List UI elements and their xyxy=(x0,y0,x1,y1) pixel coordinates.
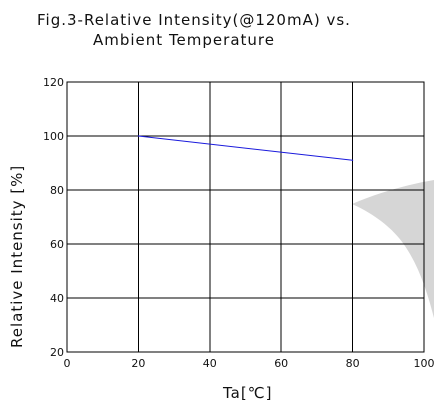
y-tick-labels: 20 40 60 80 100 120 xyxy=(43,76,64,359)
x-tick-label-20: 20 xyxy=(131,357,145,370)
y-tick-label-120: 120 xyxy=(43,76,64,89)
y-tick-label-40: 40 xyxy=(50,292,64,305)
chart-title-line-1: Fig.3-Relative Intensity(@120mA) vs. xyxy=(37,11,351,29)
x-tick-labels: 0 20 40 60 80 100 xyxy=(64,357,434,370)
x-tick-label-0: 0 xyxy=(64,357,71,370)
x-tick-label-60: 60 xyxy=(274,357,288,370)
grid xyxy=(66,81,425,353)
series-line-0 xyxy=(138,135,353,161)
plot-frame xyxy=(66,81,425,353)
y-tick-label-60: 60 xyxy=(50,238,64,251)
chart-title-line-2: Ambient Temperature xyxy=(93,31,275,49)
series-group xyxy=(137,135,354,161)
y-tick-label-80: 80 xyxy=(50,184,64,197)
x-tick-label-80: 80 xyxy=(346,357,360,370)
data-point xyxy=(352,159,354,161)
y-tick-label-20: 20 xyxy=(50,346,64,359)
x-tick-label-100: 100 xyxy=(414,357,434,370)
watermark-logo xyxy=(352,180,434,318)
x-axis-title: Ta[℃] xyxy=(222,384,272,402)
data-point xyxy=(137,135,139,137)
y-tick-label-100: 100 xyxy=(43,130,64,143)
x-tick-label-40: 40 xyxy=(203,357,217,370)
y-axis-title: Relative Intensity [%] xyxy=(8,165,26,348)
